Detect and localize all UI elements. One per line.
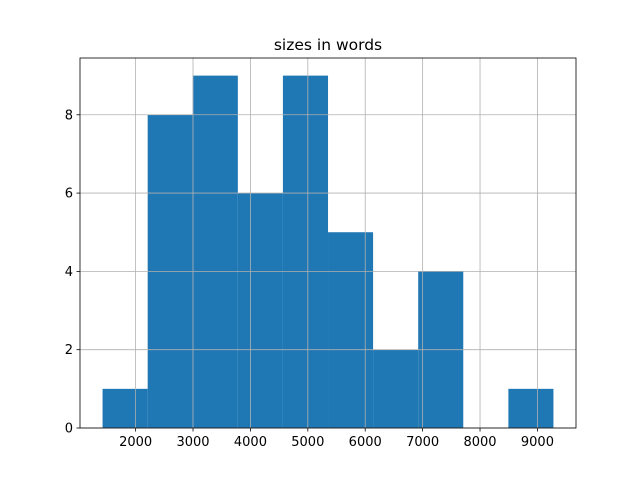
- chart-title: sizes in words: [274, 36, 382, 54]
- bar: [508, 388, 554, 428]
- x-tick-label: 4000: [234, 435, 267, 450]
- x-tick-label: 9000: [521, 435, 554, 450]
- y-tick-label: 6: [65, 187, 73, 202]
- y-tick-label: 2: [65, 343, 73, 358]
- bar: [373, 349, 419, 428]
- bar: [192, 75, 238, 428]
- bar: [328, 232, 374, 428]
- y-tick-label: 0: [65, 422, 73, 437]
- bar: [237, 193, 283, 428]
- x-tick-label: 8000: [463, 435, 496, 450]
- y-tick-label: 8: [65, 108, 73, 123]
- bar: [102, 388, 148, 428]
- x-tick-label: 6000: [349, 435, 382, 450]
- bar: [282, 75, 329, 428]
- x-tick-label: 3000: [176, 435, 209, 450]
- x-tick-label: 2000: [119, 435, 152, 450]
- plot-frame: [79, 57, 577, 429]
- y-tick-label: 4: [65, 265, 73, 280]
- x-tick-label: 5000: [291, 435, 324, 450]
- x-tick-label: 7000: [406, 435, 439, 450]
